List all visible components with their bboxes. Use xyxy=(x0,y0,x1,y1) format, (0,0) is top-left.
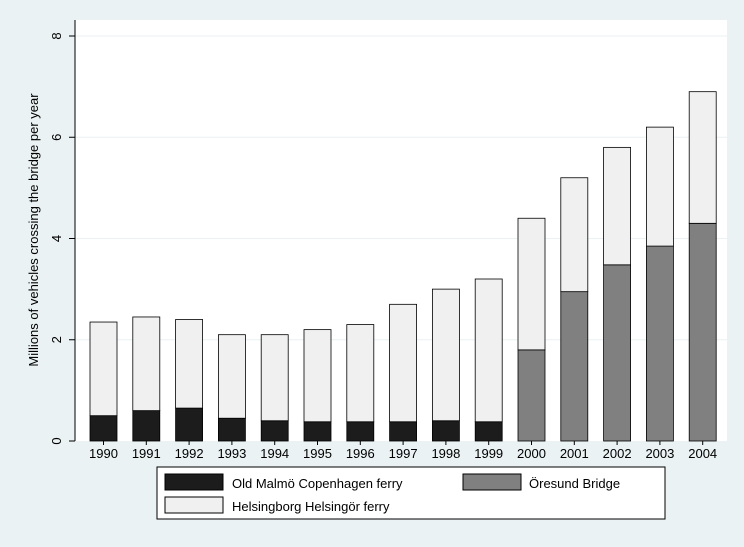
x-tick-label: 2004 xyxy=(688,446,717,461)
bar-segment-2 xyxy=(688,91,717,224)
bar-segment-0 xyxy=(260,420,289,442)
bar-segment-0 xyxy=(89,415,118,442)
y-tick-label: 6 xyxy=(49,134,64,141)
x-tick-label: 1994 xyxy=(260,446,289,461)
x-tick-label: 1996 xyxy=(346,446,375,461)
legend-entries: Old Malmö Copenhagen ferry Öresund Bridge… xyxy=(164,473,620,514)
x-tick-label: 1995 xyxy=(303,446,332,461)
x-tick-label: 1993 xyxy=(217,446,246,461)
bar-segment-0 xyxy=(474,421,503,442)
bar-segment-2 xyxy=(217,334,246,419)
bar-segment-2 xyxy=(646,126,674,247)
y-ticks: 0 2 4 6 8 xyxy=(49,32,75,445)
x-ticks: 1990 1991 1992 1993 1994 1995 1996 1997 1998 1999… xyxy=(89,441,717,461)
bar-segment-2 xyxy=(303,329,332,423)
x-tick-label: 1991 xyxy=(132,446,161,461)
bar-segment-2 xyxy=(389,303,418,423)
bar-segment-2 xyxy=(474,278,503,423)
bar-segment-0 xyxy=(175,407,204,442)
bars xyxy=(89,91,717,442)
bar-segment-0 xyxy=(132,410,161,442)
bar-segment-1 xyxy=(688,222,717,442)
y-axis-title: Millions of vehicles crossing the bridge… xyxy=(26,93,41,367)
x-tick-label: 1997 xyxy=(389,446,418,461)
legend-label: Helsingborg Helsingör ferry xyxy=(232,499,390,514)
bar-segment-0 xyxy=(217,417,246,442)
bar-segment-0 xyxy=(303,421,332,442)
legend-swatch xyxy=(164,473,224,491)
bar-segment-0 xyxy=(346,421,375,442)
bar-segment-2 xyxy=(89,321,118,417)
legend-label: Öresund Bridge xyxy=(529,476,620,491)
x-tick-label: 1999 xyxy=(474,446,503,461)
y-tick-label: 0 xyxy=(49,437,64,444)
x-tick-label: 1992 xyxy=(175,446,204,461)
bar-segment-2 xyxy=(260,334,289,422)
bar-segment-2 xyxy=(517,217,546,351)
x-tick-label: 1998 xyxy=(431,446,460,461)
bar-segment-2 xyxy=(431,288,460,422)
x-tick-label: 1990 xyxy=(89,446,118,461)
legend-swatch xyxy=(164,496,224,514)
y-tick-label: 2 xyxy=(49,336,64,343)
x-tick-label: 2003 xyxy=(645,446,674,461)
legend xyxy=(156,466,666,520)
legend-label: Old Malmö Copenhagen ferry xyxy=(232,476,403,491)
bar-segment-1 xyxy=(517,349,546,442)
bar-segment-1 xyxy=(646,245,674,442)
bar-segment-1 xyxy=(560,291,589,442)
bar-segment-2 xyxy=(132,316,161,412)
bar-segment-2 xyxy=(346,324,375,423)
x-tick-label: 2001 xyxy=(560,446,589,461)
bar-segment-2 xyxy=(603,146,631,266)
legend-swatch xyxy=(462,473,522,491)
bar-segment-1 xyxy=(603,264,631,442)
bar-segment-0 xyxy=(431,420,460,442)
bar-segment-0 xyxy=(389,421,418,442)
bar-segment-2 xyxy=(175,319,204,409)
y-tick-label: 4 xyxy=(49,235,64,242)
bar-segment-2 xyxy=(560,177,589,293)
x-tick-label: 2002 xyxy=(603,446,632,461)
y-tick-label: 8 xyxy=(49,32,64,39)
x-tick-label: 2000 xyxy=(517,446,546,461)
